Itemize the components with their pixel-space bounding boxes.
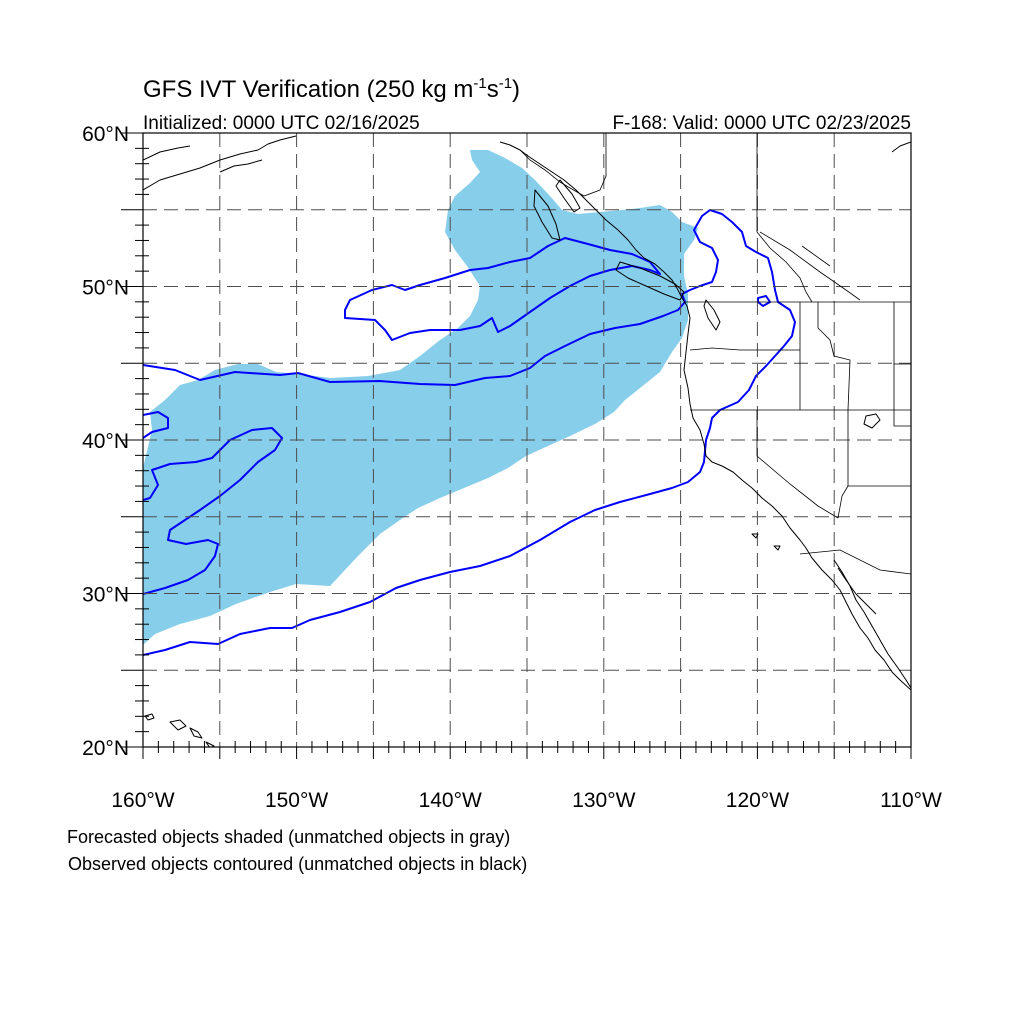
lat-label: 30°N (82, 584, 129, 607)
lon-label: 120°W (726, 789, 789, 812)
observed-ivt-contour (143, 209, 796, 656)
graticule (143, 133, 911, 747)
observed-note: Observed objects contoured (unmatched ob… (68, 854, 527, 874)
observed-ivt-north-contour (344, 237, 661, 341)
title-close: ) (512, 76, 520, 103)
title-main: GFS IVT Verification (250 kg m (143, 76, 473, 103)
lon-label: 150°W (265, 789, 328, 812)
lat-label: 20°N (82, 737, 129, 760)
title-exponent-1: -1 (473, 75, 486, 92)
latitude-labels: 60°N 50°N 40°N 30°N 20°N (82, 123, 129, 760)
coastlines (143, 135, 911, 747)
observed-ivt-inner-contour (143, 427, 283, 595)
forecast-ivt-object (143, 150, 698, 645)
lon-label: 140°W (419, 789, 482, 812)
lat-label: 40°N (82, 430, 129, 453)
map-title: GFS IVT Verification (250 kg m-1s-1) (143, 75, 520, 103)
map-frame (142, 132, 912, 748)
lon-label: 110°W (880, 789, 942, 812)
observed-ivt-inland-fragment (757, 295, 771, 307)
observed-ivt-west-edge (143, 411, 169, 439)
lat-label: 60°N (82, 123, 129, 146)
lon-label: 130°W (572, 789, 635, 812)
title-unit-s: s (487, 76, 499, 103)
map-plot-area (143, 133, 911, 747)
init-time-label: Initialized: 0000 UTC 02/16/2025 (143, 113, 420, 134)
valid-time-label: F-168: Valid: 0000 UTC 02/23/2025 (612, 113, 911, 134)
political-borders (519, 133, 911, 575)
lon-label: 160°W (111, 789, 174, 812)
forecast-note: Forecasted objects shaded (unmatched obj… (67, 827, 510, 847)
longitude-labels: 160°W 150°W 140°W 130°W 120°W 110°W (111, 789, 942, 812)
axis-ticks (121, 132, 912, 759)
title-exponent-2: -1 (499, 75, 512, 92)
lat-label: 50°N (82, 277, 129, 300)
